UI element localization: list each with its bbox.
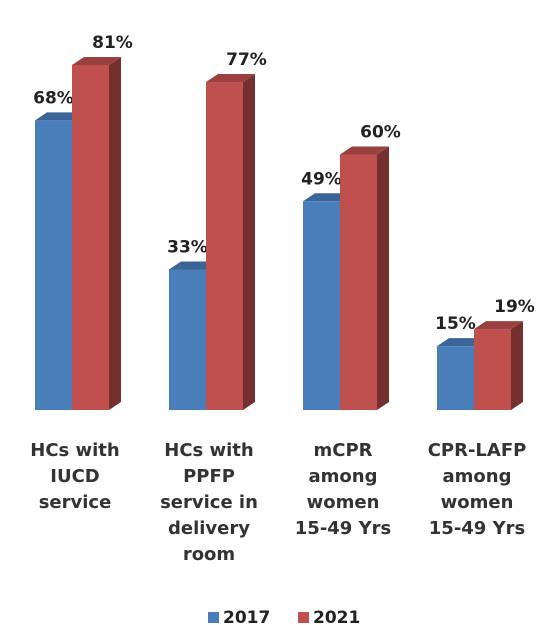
value-label: 49% — [301, 169, 342, 189]
bar-top — [303, 193, 352, 202]
legend-label: 2017 — [223, 608, 270, 625]
bar-top — [35, 112, 84, 121]
bar — [72, 57, 121, 410]
bar-top — [206, 74, 255, 83]
x-tick-label: HCs with IUCD service — [30, 440, 120, 513]
bar-front — [169, 269, 206, 410]
legend-swatch — [208, 612, 219, 623]
bar-top — [437, 338, 486, 347]
bar — [206, 74, 255, 410]
bar-top — [72, 57, 121, 65]
bar-front — [474, 329, 511, 410]
value-label: 81% — [92, 33, 133, 53]
bar-top — [340, 146, 389, 155]
bar-side — [377, 146, 389, 410]
legend-swatch — [298, 612, 309, 623]
bar — [340, 146, 389, 410]
bar-front — [35, 120, 72, 411]
bar-side — [109, 57, 121, 410]
x-tick-label: CPR-LAFP among women 15-49 Yrs — [427, 440, 527, 539]
bar-side — [243, 74, 255, 410]
bar-front — [72, 65, 109, 410]
value-label: 33% — [167, 237, 208, 257]
value-label: 19% — [494, 297, 535, 317]
value-label: 77% — [226, 50, 267, 70]
bar-top — [169, 261, 218, 270]
value-label: 60% — [360, 122, 401, 142]
bar-front — [206, 82, 243, 410]
bar-top — [474, 321, 523, 330]
bar-front — [340, 154, 377, 410]
bar — [474, 321, 523, 410]
value-label: 68% — [33, 88, 74, 108]
bar-side — [511, 321, 523, 410]
bar-front — [437, 346, 474, 410]
value-label: 15% — [435, 314, 476, 334]
x-tick-label: mCPR among women 15-49 Yrs — [294, 440, 392, 539]
legend-label: 2021 — [313, 608, 360, 625]
bar-front — [303, 201, 340, 410]
x-tick-label: HCs with PPFP service in delivery room — [160, 440, 258, 565]
